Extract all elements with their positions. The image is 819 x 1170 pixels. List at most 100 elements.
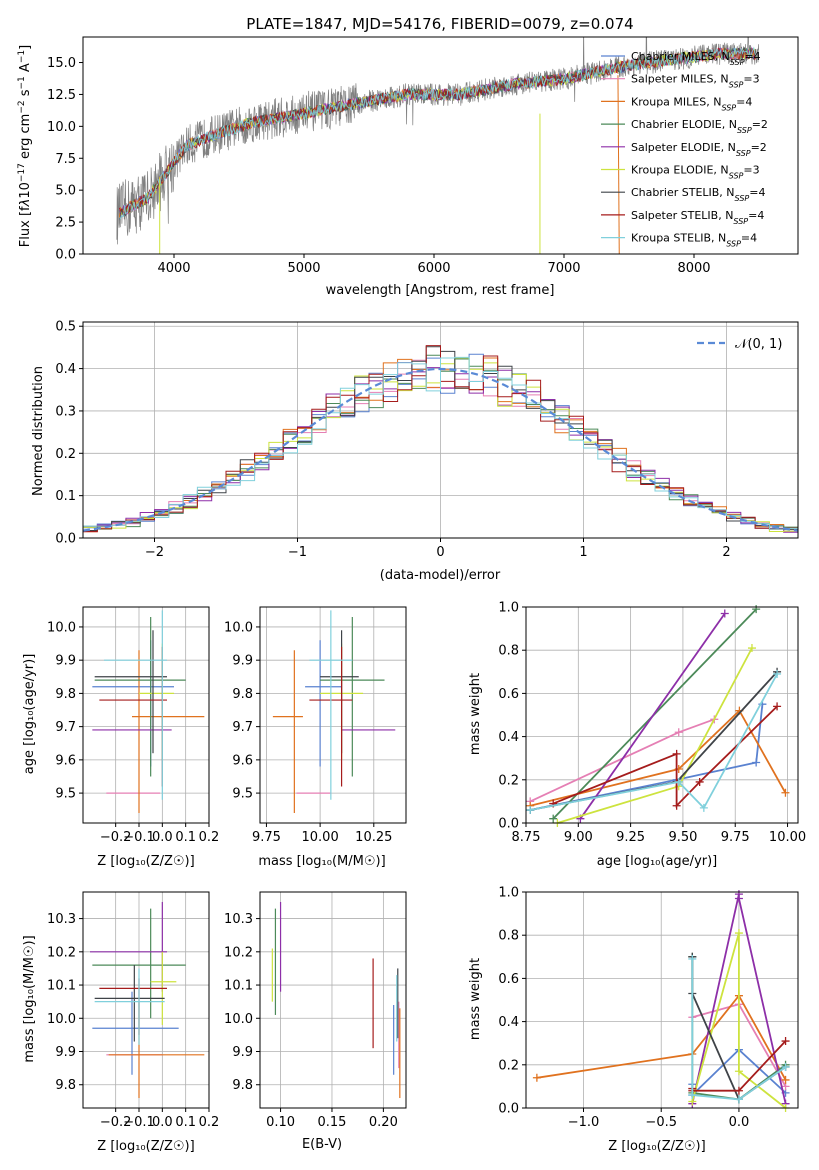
age-mass-xlabel: mass [log₁₀(M/M☉)]	[258, 854, 385, 869]
p7-series-marker-8-1	[688, 1091, 697, 1100]
p4-series-marker-8-1	[674, 777, 683, 786]
p6-ytick-label-0: 9.8	[232, 1078, 253, 1093]
p7-xtick-label-0: −1.0	[568, 1115, 600, 1130]
p0-ytick-label-3: 7.5	[55, 152, 76, 167]
p0-ytick-label-4: 10.0	[47, 120, 76, 135]
p4-series-marker-8-3	[773, 669, 782, 678]
p2-ytick-label-0: 9.5	[55, 787, 76, 802]
p5-ytick-label-3: 10.1	[47, 979, 76, 994]
p7-xtick-label-1: −0.5	[645, 1115, 677, 1130]
p3-ytick-label-2: 9.7	[232, 720, 253, 735]
mass-z-ylabel: mass [log₁₀(M/M☉)]	[22, 935, 37, 1062]
p7-series-line-2	[536, 994, 787, 1081]
p7-series-marker-2-0	[532, 1073, 541, 1082]
p6-ytick-label-4: 10.2	[224, 945, 253, 960]
p3-ytick-label-4: 9.9	[232, 654, 253, 669]
p7-series-marker-8-3	[781, 1062, 790, 1071]
legend-label-8: Kroupa STELIB, NSSP=4	[631, 232, 757, 249]
hist-xlabel: (data-model)/error	[380, 568, 501, 583]
p1-frame	[82, 321, 799, 539]
p5-ytick-label-4: 10.2	[47, 945, 76, 960]
p2-xtick-label-1: −0.1	[123, 830, 155, 845]
p3-ytick-label-1: 9.6	[232, 753, 253, 768]
p3-frame	[259, 606, 407, 824]
p4-series-marker-3-0	[549, 814, 558, 823]
p0-ytick-label-0: 0.0	[55, 248, 76, 263]
p5-ytick-label-0: 9.8	[55, 1078, 76, 1093]
p6-frame	[259, 891, 407, 1109]
hist-step-7	[83, 345, 798, 538]
p4-series-marker-8-0	[526, 806, 535, 815]
p7-ytick-label-1: 0.2	[498, 1058, 519, 1073]
p4-series-line-2	[529, 709, 787, 807]
p4-xtick-label-2: 9.25	[616, 830, 645, 845]
p7-series-marker-4-2	[734, 894, 743, 903]
p5-ytick-label-5: 10.3	[47, 912, 76, 927]
p1-ytick-label-0: 0.0	[55, 532, 76, 547]
p1-ytick-label-3: 0.3	[55, 404, 76, 419]
p2-xtick-label-0: −0.2	[100, 830, 132, 845]
legend-label-5: Kroupa ELODIE, NSSP=3	[631, 164, 760, 181]
hist-ylabel: Normed distribution	[31, 366, 46, 496]
p0-ytick-label-1: 2.5	[55, 216, 76, 231]
p4-series-marker-1-1	[674, 728, 683, 737]
p3-xtick-label-1: 10.00	[302, 830, 339, 845]
p7-xtick-label-2: 0.0	[729, 1115, 750, 1130]
p0-ytick-label-6: 15.0	[47, 56, 76, 71]
p1-xtick-label-0: −2	[145, 545, 164, 560]
p5-xtick-label-0: −0.2	[100, 1115, 132, 1130]
p4-series-marker-7-1	[672, 749, 681, 758]
p5-xtick-label-2: 0.0	[152, 1115, 173, 1130]
p7-series-line-5	[691, 932, 787, 1109]
p4-xtick-label-3: 9.50	[668, 830, 697, 845]
p2-ytick-label-1: 9.6	[55, 753, 76, 768]
p0-ytick-label-2: 5.0	[55, 184, 76, 199]
p7-series-marker-7-3	[781, 1037, 790, 1046]
p5-frame	[82, 891, 210, 1109]
p2-frame	[82, 606, 210, 824]
p4-xtick-label-1: 9.00	[564, 830, 593, 845]
plot-layer: 4000 5000 6000 7000 80000.02.55.07.510.012.5…	[47, 36, 806, 1130]
p7-ytick-label-2: 0.4	[498, 1015, 519, 1030]
mass-z-xlabel: Z [log₁₀(Z/Z☉)]	[97, 1139, 194, 1154]
hist-normal-curve	[82, 367, 799, 532]
p3-xtick-label-0: 9.75	[252, 830, 281, 845]
mass-ebv-xlabel: E(B-V)	[302, 1137, 342, 1152]
p7-series-marker-8-2	[734, 1095, 743, 1104]
age-z-xlabel: Z [log₁₀(Z/Z☉)]	[97, 854, 194, 869]
p7-series-marker-8-0	[688, 954, 697, 963]
p0-xtick-label-2: 6000	[417, 261, 450, 276]
legend-label-3: Chabrier ELODIE, NSSP=2	[631, 118, 768, 135]
p7-frame	[525, 891, 799, 1109]
p4-series-marker-4-1	[720, 609, 729, 618]
p3-ytick-label-0: 9.5	[232, 787, 253, 802]
spectrum-title: PLATE=1847, MJD=54176, FIBERID=0079, z=0…	[246, 15, 633, 33]
p4-series-marker-8-2	[699, 803, 708, 812]
p1-xtick-label-4: 2	[722, 545, 730, 560]
p4-ytick-label-1: 0.2	[498, 773, 519, 788]
p4-ytick-label-3: 0.6	[498, 687, 519, 702]
p0-xtick-label-3: 7000	[547, 261, 580, 276]
spectrum-spike-2	[617, 75, 620, 254]
legend-label-1: Salpeter MILES, NSSP=3	[631, 73, 760, 90]
p2-ytick-label-2: 9.7	[55, 720, 76, 735]
p7-ytick-label-5: 1.0	[498, 886, 519, 901]
p4-series-marker-7-2	[672, 801, 681, 810]
p6-ytick-label-2: 10.0	[224, 1012, 253, 1027]
p4-ytick-label-4: 0.8	[498, 644, 519, 659]
p4-series-marker-3-1	[752, 605, 761, 614]
p2-xtick-label-4: 0.2	[199, 830, 220, 845]
p3-ytick-label-5: 10.0	[224, 620, 253, 635]
p4-series-line-8	[530, 673, 778, 811]
p7-ytick-label-3: 0.6	[498, 972, 519, 987]
p2-ytick-label-4: 9.9	[55, 654, 76, 669]
p1-xtick-label-3: 1	[579, 545, 587, 560]
p0-ytick-label-5: 12.5	[47, 88, 76, 103]
p2-xtick-label-2: 0.0	[152, 830, 173, 845]
p0-xtick-label-4: 8000	[677, 261, 710, 276]
hist-legend-label: 𝒩(0, 1)	[735, 337, 782, 352]
spectrum-model-line-7	[118, 47, 757, 214]
p2-ytick-label-3: 9.8	[55, 687, 76, 702]
p1-ytick-label-2: 0.2	[55, 447, 76, 462]
p5-xtick-label-4: 0.2	[199, 1115, 220, 1130]
